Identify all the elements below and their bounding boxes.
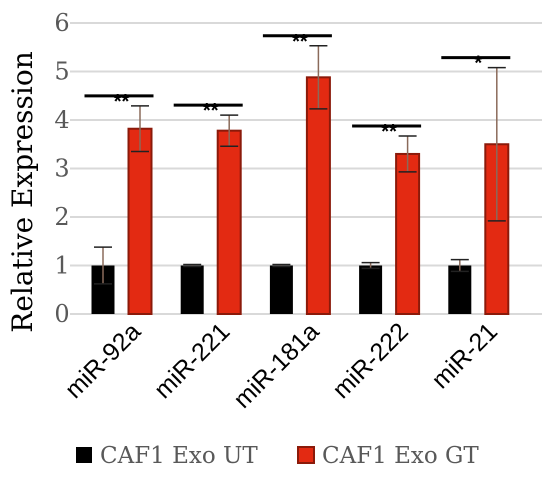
significance-label-miR-92a: **: [114, 91, 130, 113]
category-label-miR-181a: miR-181a: [228, 317, 324, 413]
significance-markers: ** *******: [84, 31, 511, 143]
category-label-miR-92a: miR-92a: [60, 317, 147, 404]
bar-gt-miR-92a: [127, 127, 153, 315]
error-bar-ut-miR-21: [450, 258, 469, 273]
bar-ut-miR-92a: [91, 265, 115, 314]
legend-item-gt-label: CAF1 Exo GT: [322, 443, 479, 469]
significance-miR-181a: **: [262, 31, 332, 53]
error-bar-ut-miR-221: [183, 263, 202, 268]
error-bar-gt-miR-21: [487, 66, 506, 222]
y-tick-label-6: 6: [54, 9, 69, 37]
y-tick-label-3: 3: [54, 155, 69, 183]
significance-label-miR-222: **: [381, 121, 397, 143]
legend-item-ut-swatch: [76, 447, 92, 463]
significance-label-miR-181a: **: [292, 31, 308, 53]
y-tick-label-0: 0: [54, 300, 69, 328]
significance-miR-221: **: [173, 100, 243, 122]
significance-label-miR-21: *: [474, 53, 482, 75]
y-axis-ticks: 0 1 2 3 4 5 6: [54, 9, 69, 328]
legend-item-ut-label: CAF1 Exo UT: [100, 443, 258, 469]
error-bar-ut-miR-222: [361, 261, 380, 270]
error-bar-gt-miR-221: [220, 114, 239, 147]
significance-label-miR-221: **: [203, 100, 219, 122]
bars: [91, 76, 510, 315]
significance-miR-92a: **: [84, 91, 154, 113]
significance-miR-222: **: [352, 121, 422, 143]
category-label-miR-221: miR-221: [149, 317, 236, 404]
legend-item-gt-swatch: [297, 446, 315, 464]
bar-ut-miR-221: [180, 265, 204, 314]
legend: CAF1 Exo UT CAF1 Exo GT: [76, 443, 479, 469]
error-bar-gt-miR-222: [398, 135, 417, 173]
bar-gt-miR-222: [395, 152, 421, 315]
category-label-miR-21: miR-21: [426, 317, 503, 394]
legend-item-ut: CAF1 Exo UT: [76, 443, 258, 469]
bar-gt-miR-221: [216, 129, 242, 315]
significance-miR-21: *: [441, 53, 511, 75]
error-bars: [94, 45, 506, 285]
error-bar-gt-miR-92a: [131, 105, 149, 153]
bar-ut-miR-181a: [269, 265, 293, 314]
y-tick-label-2: 2: [54, 203, 69, 231]
legend-item-gt: CAF1 Exo GT: [297, 443, 479, 469]
error-bar-gt-miR-181a: [309, 45, 328, 110]
bar-gt-miR-181a: [305, 76, 331, 315]
y-axis-label: Relative Expression: [6, 51, 39, 333]
y-tick-label-5: 5: [54, 58, 69, 86]
bar-ut-miR-222: [359, 265, 383, 314]
y-tick-label-1: 1: [54, 252, 69, 280]
bar-ut-miR-21: [448, 265, 472, 314]
error-bar-ut-miR-92a: [94, 246, 112, 285]
category-label-miR-222: miR-222: [327, 317, 414, 404]
y-tick-label-4: 4: [54, 106, 69, 134]
error-bar-ut-miR-181a: [272, 263, 291, 268]
